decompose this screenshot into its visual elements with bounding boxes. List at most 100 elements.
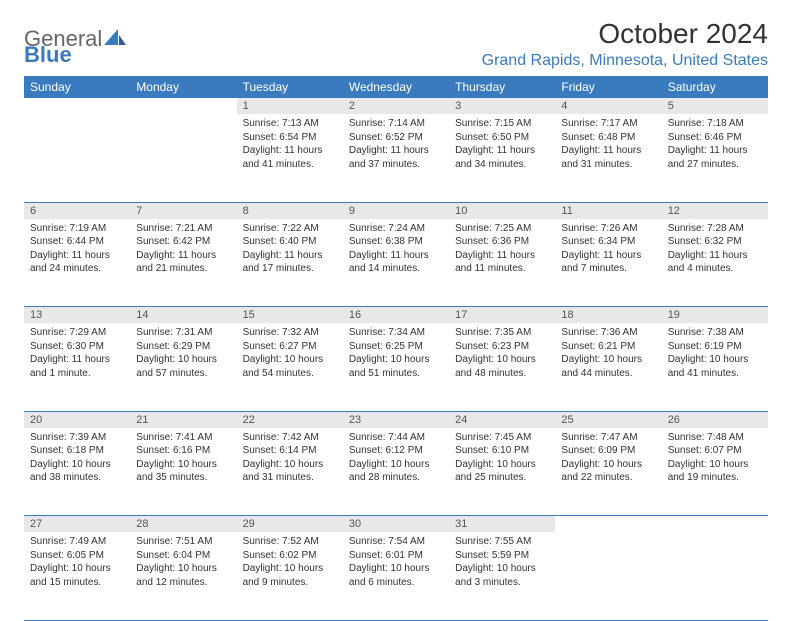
day-number: 25 [555,411,661,428]
sunrise-text: Sunrise: 7:41 AM [136,431,230,445]
day-number: 24 [449,411,555,428]
sunrise-text: Sunrise: 7:54 AM [349,535,443,549]
weekday-header: Thursday [449,76,555,98]
sunset-text: Sunset: 6:23 PM [455,340,549,354]
day-cell: Sunrise: 7:31 AMSunset: 6:29 PMDaylight:… [130,323,236,411]
day-number-row: 6789101112 [24,202,768,219]
daylight-text: Daylight: 10 hours and 15 minutes. [30,562,124,589]
sunrise-text: Sunrise: 7:25 AM [455,222,549,236]
day-body-row: Sunrise: 7:19 AMSunset: 6:44 PM Daylight:… [24,219,768,307]
sunset-text: Sunset: 6:38 PM [349,235,443,249]
day-number: 4 [555,98,661,114]
sunset-text: Sunset: 6:34 PM [561,235,655,249]
daylight-text: Daylight: 10 hours and 22 minutes. [561,458,655,485]
day-cell: Sunrise: 7:48 AMSunset: 6:07 PMDaylight:… [662,428,768,516]
day-cell: Sunrise: 7:13 AMSunset: 6:54 PMDaylight:… [237,114,343,202]
day-cell: Sunrise: 7:34 AMSunset: 6:25 PMDaylight:… [343,323,449,411]
day-cell: Sunrise: 7:32 AMSunset: 6:27 PMDaylight:… [237,323,343,411]
sunrise-text: Sunrise: 7:19 AM [30,222,124,236]
sunset-text: Sunset: 6:29 PM [136,340,230,354]
sunrise-text: Sunrise: 7:48 AM [668,431,762,445]
day-number: 17 [449,307,555,324]
weekday-header: Tuesday [237,76,343,98]
day-cell: Sunrise: 7:54 AMSunset: 6:01 PMDaylight:… [343,532,449,620]
day-number: 27 [24,516,130,533]
day-number: 23 [343,411,449,428]
day-cell [24,114,130,202]
day-number: 30 [343,516,449,533]
daylight-text: Daylight: 10 hours and 44 minutes. [561,353,655,380]
sunrise-text: Sunrise: 7:18 AM [668,117,762,131]
weekday-header: Friday [555,76,661,98]
daylight-text: Daylight: 11 hours and 17 minutes. [243,249,337,276]
day-number: 20 [24,411,130,428]
day-number: 11 [555,202,661,219]
sunset-text: Sunset: 6:09 PM [561,444,655,458]
day-cell [662,532,768,620]
weekday-header: Saturday [662,76,768,98]
day-number [662,516,768,533]
day-cell [130,114,236,202]
day-number: 12 [662,202,768,219]
day-number: 9 [343,202,449,219]
day-cell: Sunrise: 7:42 AMSunset: 6:14 PMDaylight:… [237,428,343,516]
sunrise-text: Sunrise: 7:51 AM [136,535,230,549]
sunrise-text: Sunrise: 7:52 AM [243,535,337,549]
sunset-text: Sunset: 6:16 PM [136,444,230,458]
sunrise-text: Sunrise: 7:49 AM [30,535,124,549]
day-cell: Sunrise: 7:55 AMSunset: 5:59 PMDaylight:… [449,532,555,620]
sunset-text: Sunset: 6:52 PM [349,131,443,145]
daylight-text: Daylight: 10 hours and 57 minutes. [136,353,230,380]
day-cell: Sunrise: 7:41 AMSunset: 6:16 PMDaylight:… [130,428,236,516]
day-body-row: Sunrise: 7:49 AMSunset: 6:05 PMDaylight:… [24,532,768,620]
day-number: 26 [662,411,768,428]
day-number-row: 20212223242526 [24,411,768,428]
sunset-text: Sunset: 6:48 PM [561,131,655,145]
daylight-text: Daylight: 10 hours and 54 minutes. [243,353,337,380]
day-cell: Sunrise: 7:18 AMSunset: 6:46 PMDaylight:… [662,114,768,202]
logo-text-blue: Blue [24,42,72,68]
day-number: 2 [343,98,449,114]
sunrise-text: Sunrise: 7:34 AM [349,326,443,340]
day-cell: Sunrise: 7:35 AMSunset: 6:23 PMDaylight:… [449,323,555,411]
day-number [24,98,130,114]
sunrise-text: Sunrise: 7:17 AM [561,117,655,131]
daylight-text: Daylight: 11 hours and 4 minutes. [668,249,762,276]
sunrise-text: Sunrise: 7:21 AM [136,222,230,236]
daylight-text: Daylight: 11 hours and 7 minutes. [561,249,655,276]
sunset-text: Sunset: 6:44 PM [30,235,124,249]
day-number: 8 [237,202,343,219]
day-cell: Sunrise: 7:45 AMSunset: 6:10 PMDaylight:… [449,428,555,516]
sunrise-text: Sunrise: 7:24 AM [349,222,443,236]
daylight-text: Daylight: 11 hours and 37 minutes. [349,144,443,171]
daylight-text: Daylight: 11 hours and 14 minutes. [349,249,443,276]
weekday-header-row: SundayMondayTuesdayWednesdayThursdayFrid… [24,76,768,98]
month-title: October 2024 [482,18,768,50]
day-body-row: Sunrise: 7:29 AMSunset: 6:30 PMDaylight:… [24,323,768,411]
sunrise-text: Sunrise: 7:14 AM [349,117,443,131]
sunset-text: Sunset: 6:19 PM [668,340,762,354]
daylight-text: Daylight: 10 hours and 31 minutes. [243,458,337,485]
sunrise-text: Sunrise: 7:42 AM [243,431,337,445]
day-cell: Sunrise: 7:21 AMSunset: 6:42 PMDaylight:… [130,219,236,307]
day-number: 19 [662,307,768,324]
sunset-text: Sunset: 5:59 PM [455,549,549,563]
day-number-row: 2728293031 [24,516,768,533]
daylight-text: Daylight: 11 hours and 34 minutes. [455,144,549,171]
sunrise-text: Sunrise: 7:26 AM [561,222,655,236]
day-cell: Sunrise: 7:14 AMSunset: 6:52 PMDaylight:… [343,114,449,202]
day-number [555,516,661,533]
day-cell: Sunrise: 7:26 AMSunset: 6:34 PMDaylight:… [555,219,661,307]
day-cell: Sunrise: 7:17 AMSunset: 6:48 PMDaylight:… [555,114,661,202]
daylight-text: Daylight: 10 hours and 3 minutes. [455,562,549,589]
day-number: 1 [237,98,343,114]
day-number: 7 [130,202,236,219]
sunrise-text: Sunrise: 7:28 AM [668,222,762,236]
day-number: 15 [237,307,343,324]
daylight-text: Daylight: 11 hours and 41 minutes. [243,144,337,171]
sunrise-text: Sunrise: 7:45 AM [455,431,549,445]
day-number: 22 [237,411,343,428]
day-cell: Sunrise: 7:47 AMSunset: 6:09 PMDaylight:… [555,428,661,516]
sunrise-text: Sunrise: 7:47 AM [561,431,655,445]
day-number: 6 [24,202,130,219]
